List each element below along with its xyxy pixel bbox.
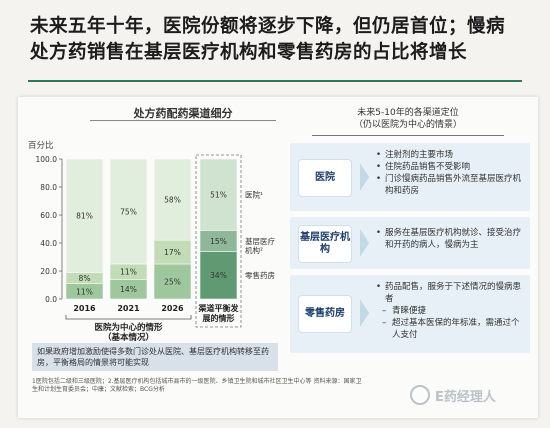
channel-panel: 基层医疗机构服务在基层医疗机构就诊、接受治疗和开药的病人，慢病为主: [290, 217, 530, 269]
content-card: 处方药配药渠道细分 百分比 0.0 20.0 40.0 60.0 80.0 100.0 11…: [18, 97, 538, 418]
data-label: 75%: [120, 208, 137, 217]
list-item: 住院药品销售不受影响: [376, 161, 526, 173]
scenario-note: 如果政府增加激励使得多数门诊处从医院、基层医疗机构转移至药房，平衡格局的情景将可…: [32, 343, 278, 371]
x-category-label: 2021: [117, 304, 140, 313]
channel-badge: 基层医疗机构: [298, 225, 352, 263]
data-label: 8%: [79, 274, 91, 283]
watermark: E药经理人: [410, 385, 496, 405]
data-label: 17%: [164, 248, 181, 257]
bar-segment: [109, 158, 148, 265]
watermark-text: E药经理人: [435, 389, 496, 405]
data-label: 15%: [210, 237, 227, 246]
headline-line-1: 未来五年十年，医院份额将逐步下降，但仍居首位；慢病: [30, 16, 506, 37]
bar-segment: [65, 158, 104, 273]
right-panel-title-underline: [312, 135, 504, 136]
group-bracket: [65, 315, 192, 320]
chart-title-underline: [90, 120, 276, 121]
bar-segment: [153, 263, 192, 300]
data-label: 34%: [210, 271, 227, 280]
list-item: 药品配售，服务于下述情况的慢病患者: [376, 281, 526, 305]
y-tick-label: 100.0: [36, 155, 58, 164]
footnote: 1医院包括二级和三级医院；2.基层医疗机构包括城市县市的一级医院、乡镇卫生院和城…: [32, 378, 362, 393]
list-item: 青睐便捷: [376, 305, 526, 317]
headline-divider: [28, 80, 522, 82]
channel-badge: 医院: [298, 159, 352, 197]
bar-segment: [153, 158, 192, 241]
list-item: 注射剂的主要市场: [376, 149, 526, 161]
data-label: 81%: [76, 212, 93, 221]
channel-bullet-list: 服务在基层医疗机构就诊、接受治疗和开药的病人，慢病为主: [376, 227, 526, 251]
scenario-highlight-box: [195, 154, 242, 328]
legend-label: 零售药房: [245, 270, 275, 280]
arrow-right-icon: [360, 163, 369, 191]
legend-label: 医院¹: [245, 190, 263, 200]
data-label: 51%: [210, 191, 227, 200]
stacked-bar-chart: 0.0 20.0 40.0 60.0 80.0 100.0 11% 8% 81% 2016 14% 1…: [36, 154, 275, 343]
data-label: 11%: [76, 287, 93, 296]
headline: 未来五年十年，医院份额将逐步下降，但仍居首位；慢病 处方药销售在基层医疗机构和零…: [30, 14, 530, 66]
channel-badge: 零售药房: [298, 295, 352, 333]
y-tick-label: 60.0: [40, 211, 57, 220]
channel-panel: 零售药房药品配售，服务于下述情况的慢病患者青睐便捷超过基本医保的年标准，需通过个…: [290, 275, 530, 353]
right-panel-title-line-1: 未来5-10年的各渠道定位: [357, 108, 459, 118]
x-category-label: 2016: [73, 304, 96, 313]
channel-bullet-list: 药品配售，服务于下述情况的慢病患者青睐便捷超过基本医保的年标准，需通过个人支付: [376, 281, 526, 341]
wechat-logo-icon: [410, 385, 430, 405]
y-tick-label: 80.0: [40, 183, 57, 192]
y-axis-unit: 百分比: [28, 141, 54, 151]
list-item: 服务在基层医疗机构就诊、接受治疗和开药的病人，慢病为主: [376, 227, 526, 251]
headline-line-2: 处方药销售在基层医疗机构和零售药房的占比将增长: [30, 42, 468, 63]
group-label: （基本情况）: [103, 332, 154, 343]
y-tick-label: 20.0: [40, 267, 57, 276]
right-panel-title: 未来5-10年的各渠道定位 （仍以医院为中心的情景）: [308, 107, 508, 131]
data-label: 58%: [164, 196, 181, 205]
bar-segment: [199, 158, 238, 231]
x-category-label: 2026: [161, 304, 184, 313]
list-item: 超过基本医保的年标准，需通过个人支付: [376, 317, 526, 341]
right-panel-title-line-2: （仍以医院为中心的情景）: [353, 120, 462, 130]
data-label: 25%: [164, 278, 181, 287]
arrow-right-icon: [360, 229, 369, 257]
arrow-right-icon: [360, 299, 369, 327]
legend-label: 机构²: [245, 245, 263, 255]
data-label: 11%: [120, 268, 137, 277]
group-label: 医院为中心的情形: [94, 322, 163, 333]
channel-panel: 医院注射剂的主要市场住院药品销售不受影响门诊慢病药品销售外流至基层医疗机构和药房: [290, 143, 530, 211]
x-category-label: 展的情形: [202, 313, 235, 323]
y-tick-label: 40.0: [40, 239, 57, 248]
data-label: 14%: [120, 285, 137, 294]
chart-title: 处方药配药渠道细分: [133, 107, 233, 120]
y-tick-label: 0.0: [45, 295, 57, 304]
legend-label: 基层医疗: [245, 236, 275, 246]
x-category-label: 渠道平衡发: [198, 303, 240, 313]
channel-bullet-list: 注射剂的主要市场住院药品销售不受影响门诊慢病药品销售外流至基层医疗机构和药房: [376, 149, 526, 197]
bar-segment: [199, 251, 238, 300]
list-item: 门诊慢病药品销售外流至基层医疗机构和药房: [376, 173, 526, 197]
